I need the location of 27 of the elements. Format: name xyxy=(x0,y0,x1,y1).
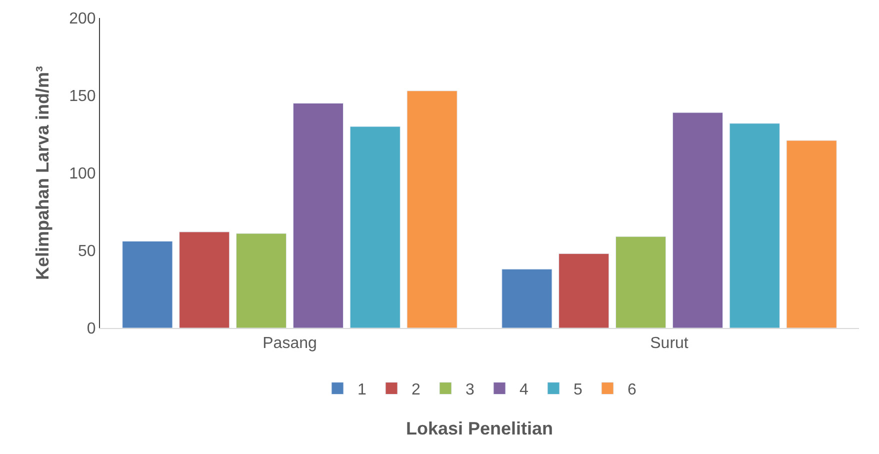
legend-label: 1 xyxy=(358,382,366,399)
y-tick-label: 100 xyxy=(69,166,96,183)
legend-label: 6 xyxy=(628,382,636,399)
x-tick-label: Pasang xyxy=(262,335,317,352)
y-tick-label: 150 xyxy=(69,88,96,106)
y-tick-label: 50 xyxy=(78,243,96,260)
y-tick-label: 200 xyxy=(69,10,96,28)
y-tick-label: 0 xyxy=(86,320,96,338)
bar xyxy=(672,112,724,328)
x-tick-label: Surut xyxy=(650,335,689,352)
bar xyxy=(406,90,458,328)
bar xyxy=(122,240,173,328)
bar xyxy=(786,140,837,328)
bar xyxy=(615,236,666,328)
y-axis-title: Kelimpahan Larva ind/m³ xyxy=(32,66,52,280)
bar xyxy=(502,268,552,328)
legend-label: 4 xyxy=(520,382,528,399)
legend-label: 2 xyxy=(412,382,420,399)
legend-label: 3 xyxy=(466,382,474,399)
bar xyxy=(236,233,287,328)
bar xyxy=(558,253,610,328)
bar xyxy=(729,123,780,328)
bar xyxy=(179,232,230,328)
bar xyxy=(350,126,400,328)
legend-label: 5 xyxy=(574,382,582,399)
x-axis-title: Lokasi Penelitian xyxy=(406,418,554,438)
bar xyxy=(292,103,344,328)
